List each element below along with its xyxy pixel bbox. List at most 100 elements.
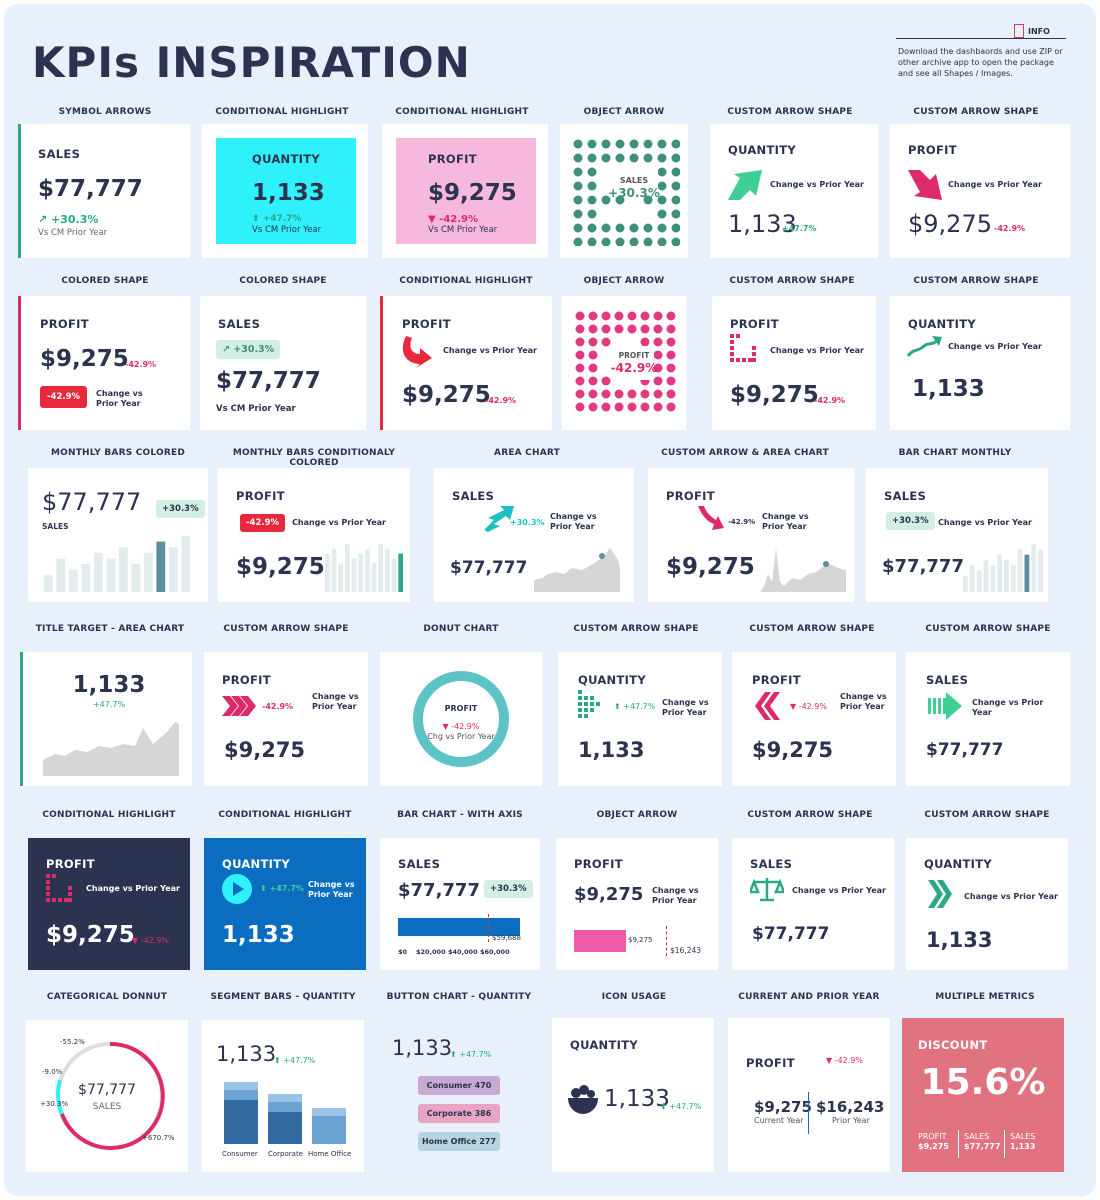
play-icon [222, 874, 252, 904]
bar-mark [68, 569, 78, 592]
card-title: BUTTON CHART - QUANTITY [386, 992, 532, 1002]
block-arrow-right-icon [928, 692, 962, 720]
kpi-value: $9,275 [46, 922, 135, 948]
kpi-card: PROFIT Change vs Prior Year $9,275 -42.9… [890, 124, 1070, 258]
divider [808, 1092, 809, 1134]
kpi-label: PROFIT [666, 489, 715, 503]
kpi-subtext: Change vs Prior Year [443, 346, 537, 355]
kpi-card: SALES ↗ +30.3% $77,777 Vs CM Prior Year [200, 296, 366, 430]
kpi-subtext: Vs CM Prior Year [38, 228, 108, 238]
bar-mark [156, 541, 166, 592]
dot-arrow-right-icon [578, 690, 600, 718]
kpi-label: PROFIT [444, 704, 478, 713]
kpi-label: QUANTITY [252, 152, 320, 166]
divider [1004, 1130, 1005, 1158]
kpi-label: PROFIT [618, 351, 650, 360]
kpi-value: 1,133 [216, 1042, 277, 1066]
kpi-label: SALES [926, 673, 969, 687]
kpi-change: -42.9% [814, 396, 846, 405]
kpi-value: $9,275 [224, 738, 306, 762]
segment-button-home-office[interactable]: Home Office 277 [418, 1132, 500, 1151]
card-title: CONDITIONAL HIGHLIGHT [215, 107, 349, 117]
kpi-label: PROFIT [222, 673, 271, 687]
kpi-label: SALES [750, 857, 793, 871]
card-title: DONUT CHART [423, 624, 499, 634]
info-label[interactable]: INFO [1028, 27, 1050, 36]
page-title: KPIs INSPIRATION [32, 38, 471, 87]
kpi-change: -42.9% [125, 360, 157, 369]
card-title: CONDITIONAL HIGHLIGHT [218, 810, 352, 820]
card-title: CATEGORICAL DONNUT [46, 992, 168, 1002]
card-title: CUSTOM ARROW SHAPE [913, 107, 1039, 117]
kpi-change: -42.9% [994, 224, 1026, 233]
bar-mark [325, 553, 330, 592]
kpi-label: QUANTITY [222, 857, 290, 871]
kpi-subtext: Change vs Prior Year [762, 512, 809, 531]
kpi-card: QUANTITY ⬆ +47.7% Change vs Prior Year 1… [204, 838, 366, 970]
kpi-card: SALES Change vs Prior Year $77,777 [906, 652, 1070, 786]
change-badge: -42.9% [240, 514, 286, 532]
kpi-value: $9,275 [40, 346, 129, 372]
kpi-value: $77,777 [926, 740, 1004, 760]
bar-label: Home Office [308, 1150, 352, 1158]
kpi-value: $9,275 [730, 382, 819, 408]
card-title: BAR CHART - WITH AXIS [397, 810, 523, 820]
card-title: SYMBOL ARROWS [58, 107, 152, 117]
kpi-card: SALES $77,777 ↗ +30.3% Vs CM Prior Year [18, 124, 190, 258]
kpi-label: PROFIT [428, 152, 477, 166]
kpi-subtext: Chg vs Prior Year [427, 732, 495, 741]
kpi-subtext: Change vs Prior Year [840, 692, 887, 711]
kpi-card: QUANTITY Change vs Prior Year 1,133 +47.… [710, 124, 878, 258]
kpi-subtext: Change vs Prior Year [964, 892, 1058, 901]
kpi-card: QUANTITY Change vs Prior Year 1,133 [906, 838, 1068, 970]
kpi-card: SALES +30.3% Change vs Prior Year $77,77… [866, 468, 1048, 602]
target-label: $59,688 [492, 934, 521, 942]
kpi-label: PROFIT [402, 317, 451, 331]
chevron-left-icon [755, 692, 780, 720]
kpi-subtext: Vs CM Prior Year [428, 225, 498, 235]
kpi-label: QUANTITY [728, 143, 796, 157]
metric-label: SALES [964, 1132, 990, 1141]
kpi-card: PROFIT Change vs Prior Year $9,275 ▼ -42… [28, 838, 190, 970]
kpi-value: $9,275 [754, 1098, 812, 1116]
kpi-label: SALES [452, 489, 495, 503]
dashboard-canvas: KPIs INSPIRATION INFO Download the dashb… [4, 4, 1096, 1196]
donut-label: +670.7% [142, 1134, 175, 1142]
info-text: Download the dashbaords and use ZIP or o… [898, 47, 1063, 78]
info-rule [896, 38, 1066, 39]
kpi-label: SALES [92, 1102, 122, 1112]
monthly-bar-chart [325, 544, 403, 592]
metric-value: $9,275 [918, 1142, 949, 1151]
kpi-card: SALES +30.3% [560, 124, 688, 258]
kpi-card: PROFIT -42.9% Change vs Prior Year $9,27… [204, 652, 368, 786]
kpi-value: 15.6% [920, 1062, 1046, 1103]
dot-arrow-up-icon [573, 139, 680, 246]
kpi-card: 1,133 +47.7% [20, 652, 192, 786]
info-icon[interactable] [1014, 24, 1024, 38]
kpi-subtext: Change vs Prior Year [792, 886, 886, 895]
kpi-card: PROFIT Change vs Prior Year $9,275 -42.9… [712, 296, 876, 430]
card-title: COLORED SHAPE [239, 276, 327, 286]
kpi-subtext: Change vs Prior Year [86, 884, 180, 893]
segment-button-corporate[interactable]: Corporate 386 [418, 1104, 500, 1123]
area-chart [43, 722, 179, 776]
kpi-value: 1,133 [578, 738, 645, 762]
card-title: MONTHLY BARS CONDITIONALY COLORED [232, 448, 396, 468]
kpi-label: PROFIT [908, 143, 957, 157]
bar-mark [118, 547, 128, 592]
kpi-card: SALES +30.3% Change vs Prior Year $77,77… [434, 468, 634, 602]
kpi-card: PROFIT $9,275 Change vs Prior Year $9,27… [556, 838, 718, 970]
target-label: $16,243 [670, 946, 702, 955]
zigzag-arrow-up-icon [484, 506, 514, 532]
change-badge: +30.3% [484, 880, 533, 898]
kpi-subtext: Change vs Prior Year [972, 698, 1044, 717]
donut-label: -55.2% [60, 1038, 85, 1046]
bar-mark [976, 570, 982, 592]
kpi-label: QUANTITY [570, 1038, 638, 1052]
kpi-change: ⬆ +47.7% [260, 884, 304, 893]
segment-button-consumer[interactable]: Consumer 470 [418, 1076, 500, 1095]
kpi-change: -42.9% [262, 702, 294, 711]
card-title: CONDITIONAL HIGHLIGHT [395, 107, 529, 117]
card-title: CUSTOM ARROW SHAPE [729, 276, 855, 286]
current-year-label: Current Year [754, 1116, 804, 1125]
